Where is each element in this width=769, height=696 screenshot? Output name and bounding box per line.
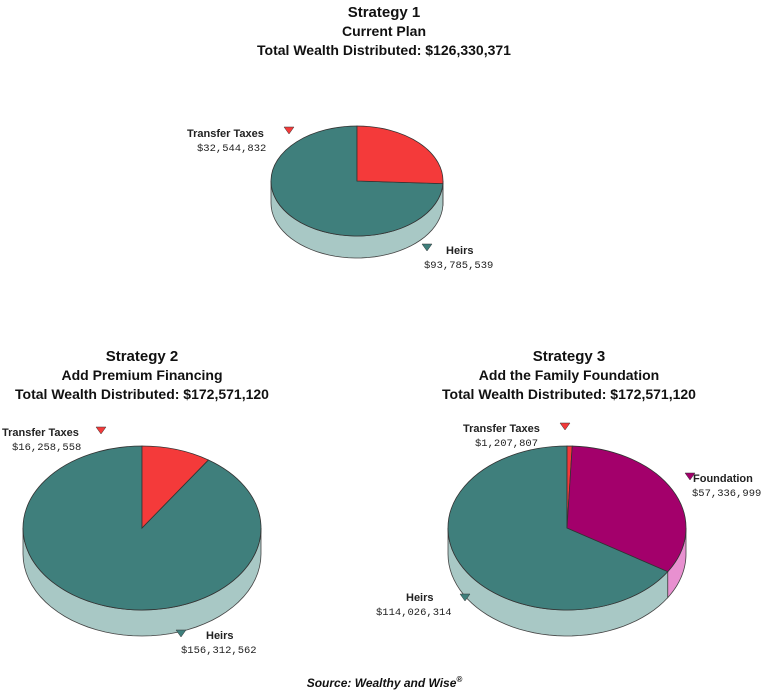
pie-3-heirs-marker-icon [459, 593, 471, 602]
pie-3-foundation-label: Foundation [693, 473, 753, 485]
chart-1-subtitle: Current Plan [341, 23, 426, 39]
chart-2-title: Strategy 2 [105, 348, 179, 365]
pie-1-heirs-value: $93,785,539 [424, 260, 493, 272]
pie-2-slice-transfer-taxes [141, 445, 210, 529]
registered-mark: ® [456, 675, 463, 684]
pie-3-foundation-marker-icon [684, 472, 696, 481]
pie-chart-3: Transfer Taxes $1,207,807 Foundation $57,33… [376, 422, 761, 637]
pie-3-transfer-taxes-label: Transfer Taxes [463, 423, 540, 435]
pie-3-slice-heirs [447, 445, 669, 611]
pie-2-heirs-value: $156,312,562 [181, 645, 257, 657]
chart-3-subtitle: Add the Family Foundation [478, 367, 660, 383]
chart-2-title-block: Strategy 2 Add Premium Financing Total W… [0, 347, 284, 404]
pie-chart-2: Transfer Taxes $16,258,558 Heirs $156,312,5… [2, 426, 262, 657]
pie-3-slice-foundation [566, 445, 687, 573]
pie-3-transfer-taxes-value: $1,207,807 [475, 438, 538, 450]
chart-1-title: Strategy 1 [347, 4, 421, 21]
pie-1-transfer-taxes-value: $32,544,832 [197, 143, 266, 155]
source-note: Source: Wealthy and Wise® [0, 675, 769, 690]
pie-3-heirs-value: $114,026,314 [376, 607, 452, 619]
pie-2-heirs-marker-icon [175, 629, 187, 638]
chart-1-total: Total Wealth Distributed: $126,330,371 [257, 42, 511, 58]
pie-3-heirs-label: Heirs [406, 592, 434, 604]
pie-1-heirs-marker-icon [421, 243, 433, 252]
pie-2-transfer-taxes-label: Transfer Taxes [2, 427, 79, 439]
pie-2-heirs-label: Heirs [206, 630, 234, 642]
chart-1-title-block: Strategy 1 Current Plan Total Wealth Dis… [184, 3, 584, 60]
pie-2-slice-heirs [22, 445, 262, 611]
pie-2-transfer-taxes-marker-icon [95, 426, 107, 435]
pie-3-transfer-taxes-marker-icon [559, 422, 571, 431]
chart-3-title: Strategy 3 [532, 348, 606, 365]
pie-1-heirs-label: Heirs [446, 245, 474, 257]
pie-1-transfer-taxes-label: Transfer Taxes [187, 128, 264, 140]
chart-2-subtitle: Add Premium Financing [61, 367, 223, 383]
chart-2-total: Total Wealth Distributed: $172,571,120 [15, 386, 269, 402]
pie-chart-1: Transfer Taxes $32,544,832 Heirs $93,785,53… [187, 125, 493, 272]
pie-1-transfer-taxes-marker-icon [283, 126, 295, 135]
pie-2-transfer-taxes-value: $16,258,558 [12, 442, 81, 454]
chart-3-total: Total Wealth Distributed: $172,571,120 [442, 386, 696, 402]
pie-1-slice-transfer-taxes [356, 125, 444, 185]
source-prefix: Source: [306, 676, 355, 690]
pie-3-foundation-value: $57,336,999 [692, 488, 761, 500]
source-name: Wealthy and Wise [354, 676, 457, 690]
chart-3-title-block: Strategy 3 Add the Family Foundation Tot… [419, 347, 719, 404]
